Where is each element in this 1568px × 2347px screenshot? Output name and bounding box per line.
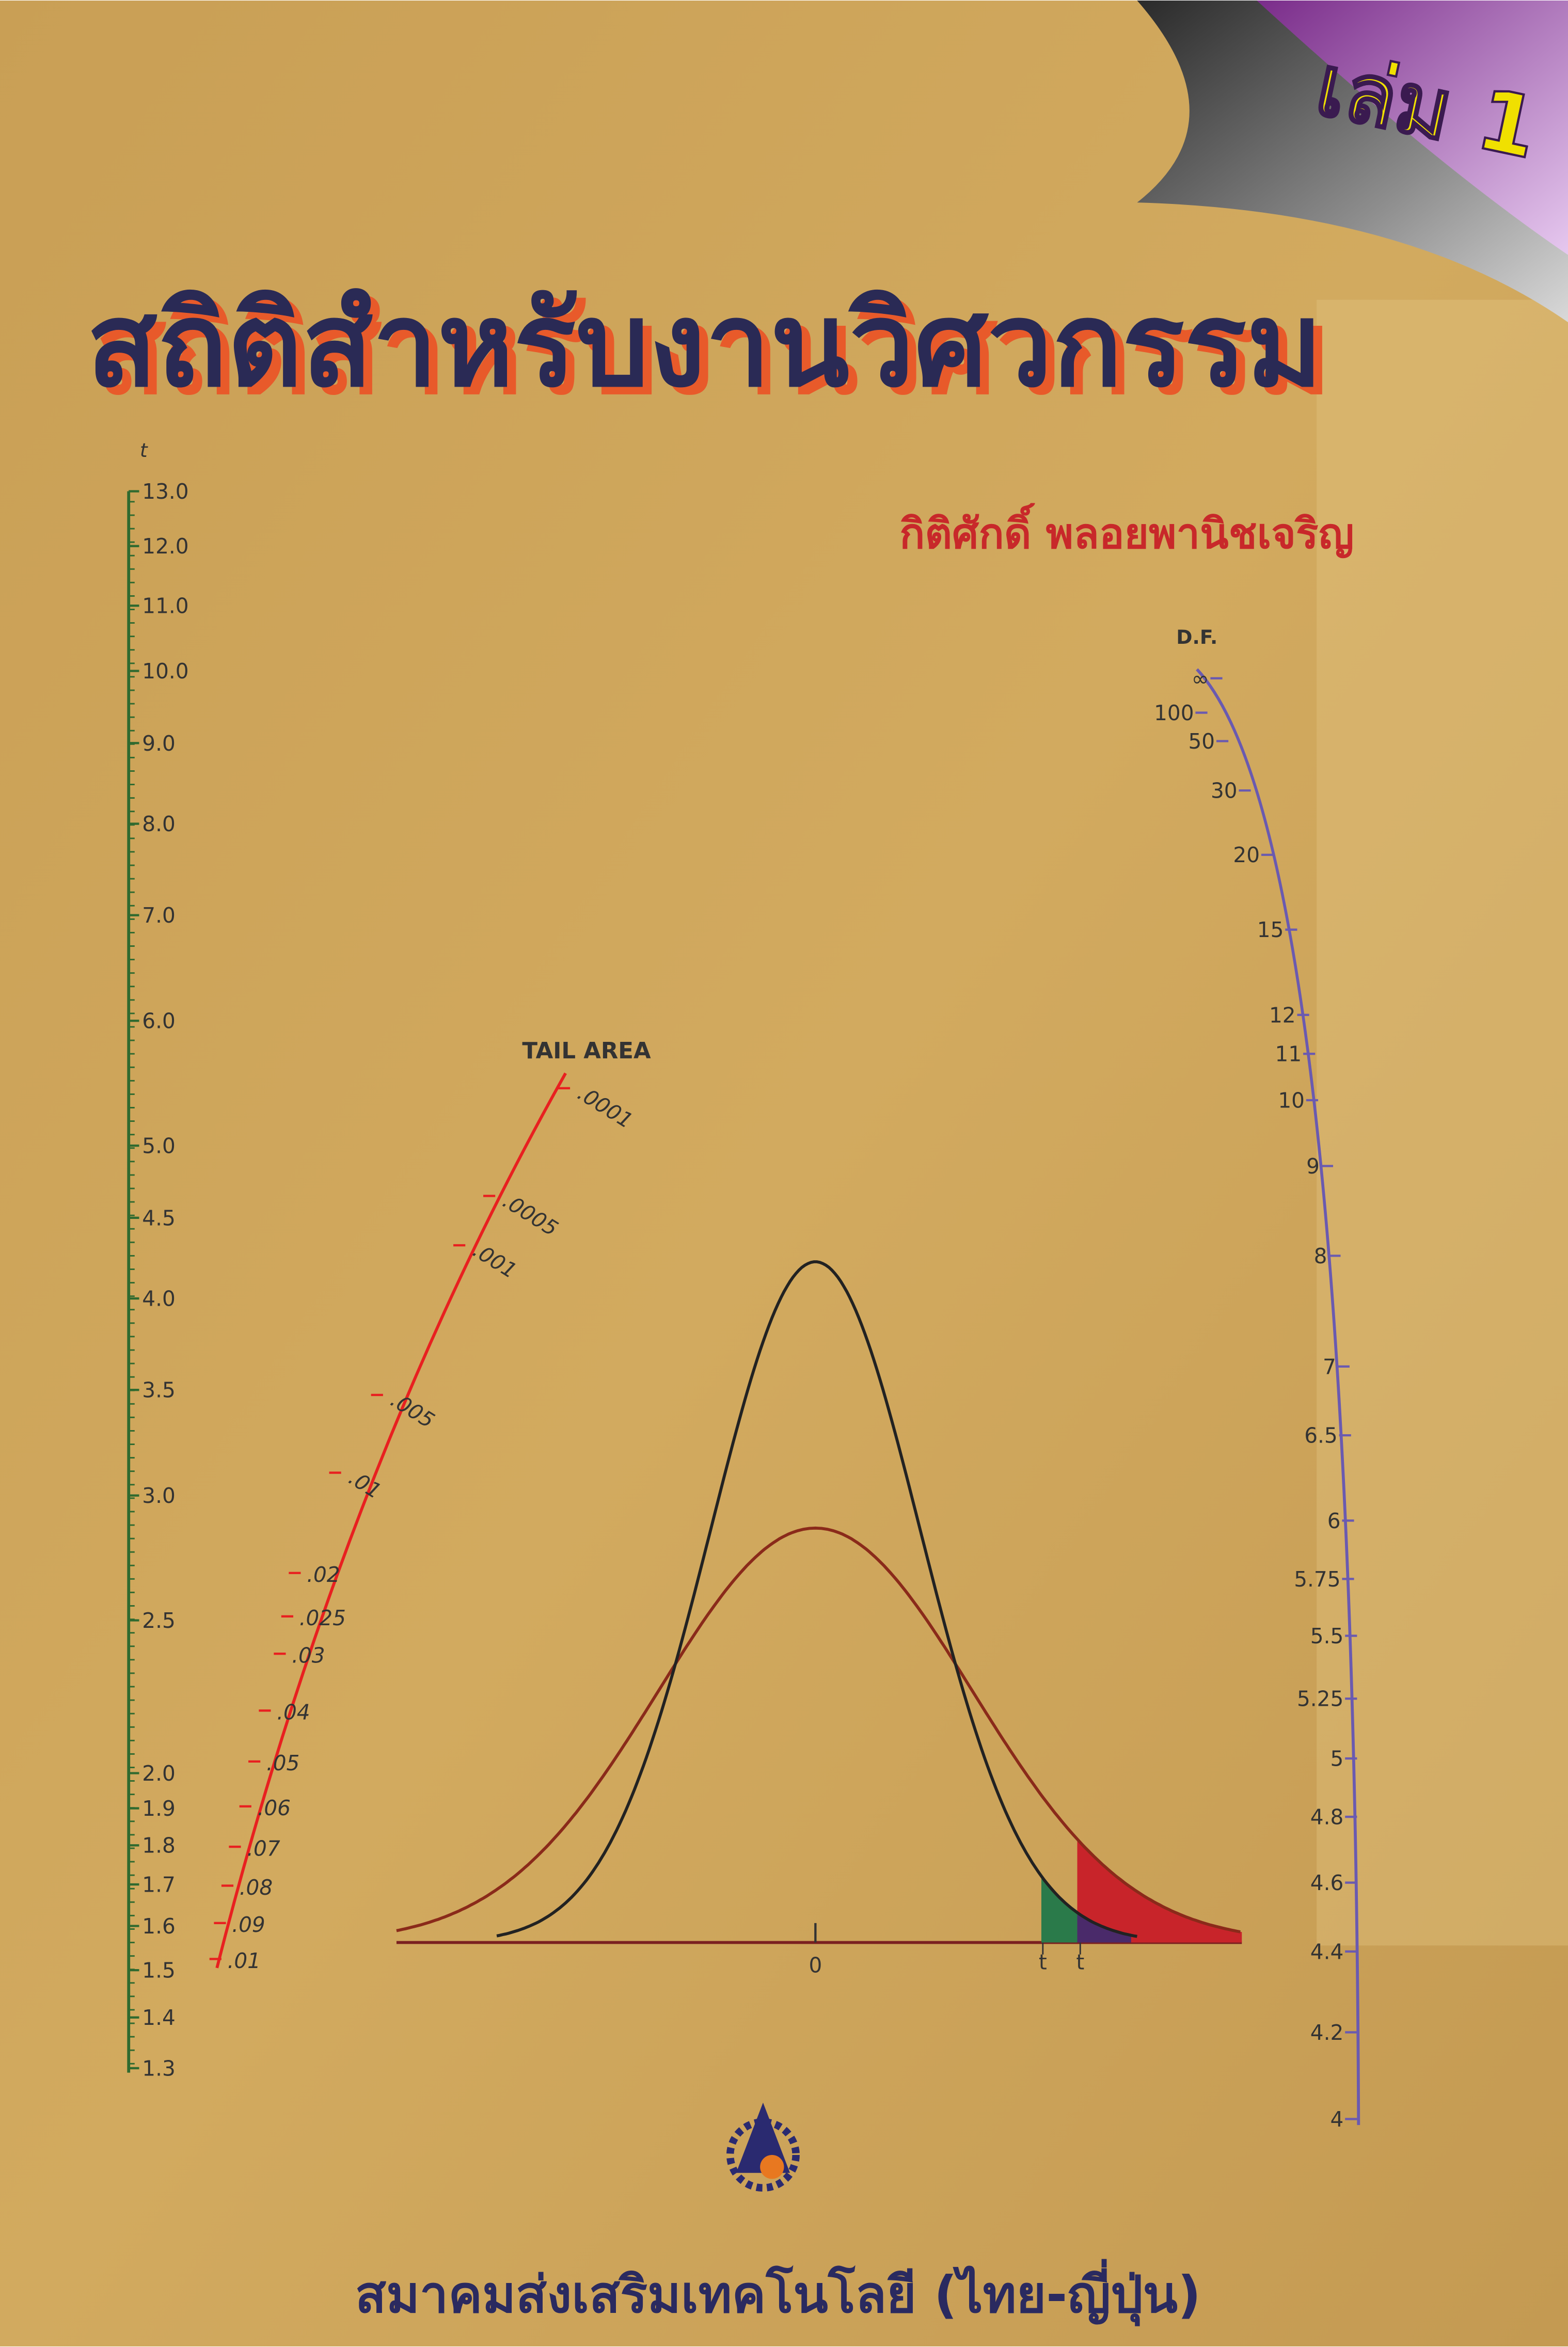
- t-tick-label: 13.0: [142, 479, 188, 504]
- df-tick-label: 4.6: [1310, 1870, 1344, 1895]
- df-tick-label: 5.5: [1310, 1624, 1344, 1648]
- t-tick-label: 9.0: [142, 731, 176, 756]
- tail-tick-label: .08: [240, 1875, 273, 1900]
- title: สถิติสำหรับงานวิศวกรรม: [87, 277, 1323, 413]
- title-shadow: สถิติสำหรับงานวิศวกรรม: [96, 284, 1332, 420]
- df-axis-label: D.F.: [1176, 626, 1217, 648]
- tail-tick-label: .05: [266, 1751, 300, 1775]
- author: กิติศักดิ์ พลอยพานิชเจริญ: [899, 503, 1354, 559]
- t-tick-label: 8.0: [142, 812, 176, 836]
- df-tick-label: 20: [1233, 843, 1260, 867]
- df-tick-label: 30: [1211, 779, 1238, 803]
- t-tick-label: 10.0: [142, 659, 188, 684]
- tail-shade-green: [1041, 1876, 1078, 1943]
- df-tick-label: 8: [1314, 1244, 1327, 1268]
- tail-tick-label: .025: [299, 1606, 346, 1630]
- tail-tick-label: .04: [277, 1700, 310, 1725]
- publisher: สมาคมส่งเสริมเทคโนโลยี (ไทย-ญี่ปุ่น): [355, 2258, 1201, 2326]
- t-tick-label: 1.8: [142, 1833, 176, 1858]
- t-tick-label: 4.5: [142, 1206, 176, 1230]
- tail-tick-label: .07: [247, 1836, 280, 1861]
- df-tick-label: 4.2: [1310, 2020, 1344, 2045]
- t-tick-label: 1.5: [142, 1958, 176, 1983]
- df-tick-label: 4: [1331, 2107, 1344, 2132]
- glare: [1317, 299, 1568, 1946]
- df-axis: [1196, 668, 1360, 2126]
- tail-area-axis: [215, 1072, 567, 1969]
- df-tick-label: 9: [1306, 1154, 1320, 1179]
- tail-tick-label: .03: [292, 1643, 325, 1668]
- curve-label: 0: [809, 1953, 822, 1977]
- df-tick-label: 50: [1188, 729, 1215, 754]
- t-tick-label: 2.0: [142, 1761, 176, 1786]
- df-tick-label: 7: [1323, 1354, 1336, 1379]
- tail-tick-label: .06: [257, 1796, 291, 1820]
- df-tick-label: 5.75: [1294, 1567, 1340, 1592]
- t-tick-label: 7.0: [142, 903, 176, 928]
- t-tick-label: 11.0: [142, 594, 188, 619]
- t-tick-label: 6.0: [142, 1009, 176, 1034]
- df-tick-label: 10: [1278, 1088, 1305, 1113]
- curl-corner: [1257, 1, 1568, 255]
- tail-shade-red: [1077, 1839, 1242, 1943]
- t-tick-label: 1.7: [142, 1873, 176, 1897]
- df-tick-label: 5: [1331, 1747, 1344, 1771]
- normal-curve: [496, 1260, 1137, 1938]
- t-tick-label: 4.0: [142, 1287, 176, 1311]
- t-tick-label: 1.3: [142, 2056, 176, 2081]
- tail-area-label: TAIL AREA: [522, 1038, 651, 1064]
- t-tick-label: 1.6: [142, 1914, 176, 1939]
- tail-tick-label: .01: [227, 1948, 261, 1973]
- df-tick-label: 11: [1275, 1042, 1302, 1067]
- curve-label: t: [1039, 1950, 1047, 1975]
- df-tick-label: 4.4: [1310, 1939, 1344, 1964]
- df-tick-label: 100: [1154, 701, 1194, 725]
- df-tick-label: 12: [1269, 1003, 1296, 1027]
- df-tick-label: 4.8: [1310, 1805, 1344, 1830]
- t-tick-label: 12.0: [142, 534, 188, 559]
- df-tick-label: 6: [1327, 1509, 1341, 1533]
- df-tick-label: 5.25: [1297, 1687, 1343, 1711]
- t-tick-label: 3.0: [142, 1483, 176, 1508]
- df-tick-label: 15: [1257, 917, 1284, 942]
- t-tick-label: 3.5: [142, 1378, 176, 1403]
- t-axis-label: t: [140, 439, 148, 462]
- t-tick-label: 5.0: [142, 1134, 176, 1159]
- df-tick-label: 6.5: [1304, 1423, 1338, 1448]
- curve-label: t: [1076, 1950, 1084, 1975]
- tail-tick-label: .02: [307, 1562, 340, 1587]
- tail-tick-label: .09: [232, 1912, 265, 1937]
- publisher-logo: [726, 2102, 800, 2192]
- df-tick-label: ∞: [1192, 666, 1209, 691]
- t-tick-label: 1.4: [142, 2005, 176, 2030]
- t-tick-label: 2.5: [142, 1608, 176, 1633]
- t-curve: [396, 1526, 1241, 1933]
- t-tick-label: 1.9: [142, 1796, 176, 1821]
